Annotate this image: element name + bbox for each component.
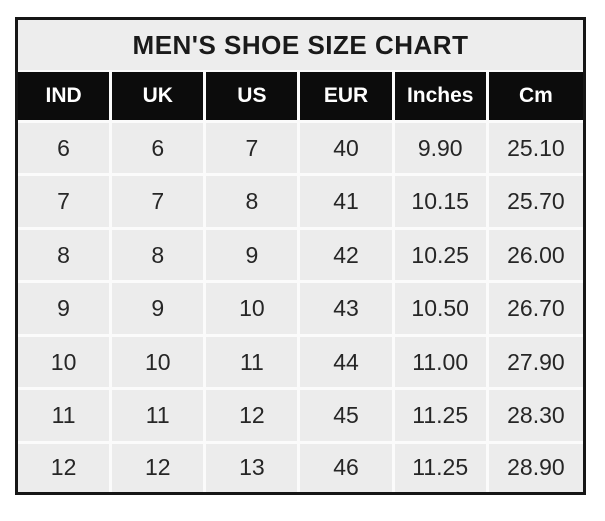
cell-us: 10 [206,283,301,337]
cell-inches: 9.90 [394,123,489,177]
cell-inches: 11.25 [394,443,489,492]
table-row: 7 7 8 41 10.15 25.70 [18,176,583,230]
table-row: 10 10 11 44 11.00 27.90 [18,336,583,391]
cell-eur: 44 [300,336,395,391]
cell-inches: 10.15 [394,176,489,230]
shoe-size-chart: MEN'S SHOE SIZE CHART IND UK US EUR Inches Cm… [15,17,586,495]
cell-us: 8 [206,176,301,230]
cell-uk: 8 [112,229,207,284]
cell-ind: 9 [18,283,113,337]
cell-inches: 10.50 [394,283,489,337]
cell-us: 12 [206,390,301,444]
cell-ind: 11 [18,390,113,444]
cell-inches: 10.25 [394,229,489,284]
cell-cm: 25.10 [488,123,583,177]
column-header-uk: UK [112,72,207,123]
cell-eur: 41 [300,176,395,230]
cell-cm: 26.00 [488,229,583,284]
table-row: 6 6 7 40 9.90 25.10 [18,123,583,177]
cell-cm: 25.70 [488,176,583,230]
cell-cm: 28.30 [488,390,583,444]
table-row: 12 12 13 46 11.25 28.90 [18,443,583,492]
cell-ind: 10 [18,336,113,391]
cell-eur: 43 [300,283,395,337]
title-row: MEN'S SHOE SIZE CHART [18,20,583,72]
table-row: 8 8 9 42 10.25 26.00 [18,229,583,284]
cell-us: 7 [206,123,301,177]
column-header-us: US [206,72,301,123]
table-head: MEN'S SHOE SIZE CHART IND UK US EUR Inches Cm [18,20,583,123]
cell-us: 13 [206,443,301,492]
cell-us: 11 [206,336,301,391]
cell-ind: 12 [18,443,113,492]
size-conversion-table: MEN'S SHOE SIZE CHART IND UK US EUR Inches Cm… [18,20,583,492]
cell-eur: 45 [300,390,395,444]
table-row: 9 9 10 43 10.50 26.70 [18,283,583,337]
cell-cm: 26.70 [488,283,583,337]
cell-eur: 40 [300,123,395,177]
cell-ind: 6 [18,123,113,177]
cell-cm: 28.90 [488,443,583,492]
cell-uk: 9 [112,283,207,337]
column-header-cm: Cm [488,72,583,123]
cell-uk: 12 [112,443,207,492]
cell-inches: 11.00 [394,336,489,391]
cell-inches: 11.25 [394,390,489,444]
cell-ind: 7 [18,176,113,230]
cell-us: 9 [206,229,301,284]
cell-eur: 42 [300,229,395,284]
column-header-inches: Inches [394,72,489,123]
column-header-eur: EUR [300,72,395,123]
cell-eur: 46 [300,443,395,492]
cell-cm: 27.90 [488,336,583,391]
cell-ind: 8 [18,229,113,284]
page-title: MEN'S SHOE SIZE CHART [18,20,583,72]
column-header-row: IND UK US EUR Inches Cm [18,72,583,123]
cell-uk: 11 [112,390,207,444]
table-row: 11 11 12 45 11.25 28.30 [18,390,583,444]
table-body: 6 6 7 40 9.90 25.10 7 7 8 41 10.15 25.70 8 8 9 42 10.25 2… [18,123,583,492]
cell-uk: 7 [112,176,207,230]
cell-uk: 6 [112,123,207,177]
cell-uk: 10 [112,336,207,391]
column-header-ind: IND [18,72,113,123]
